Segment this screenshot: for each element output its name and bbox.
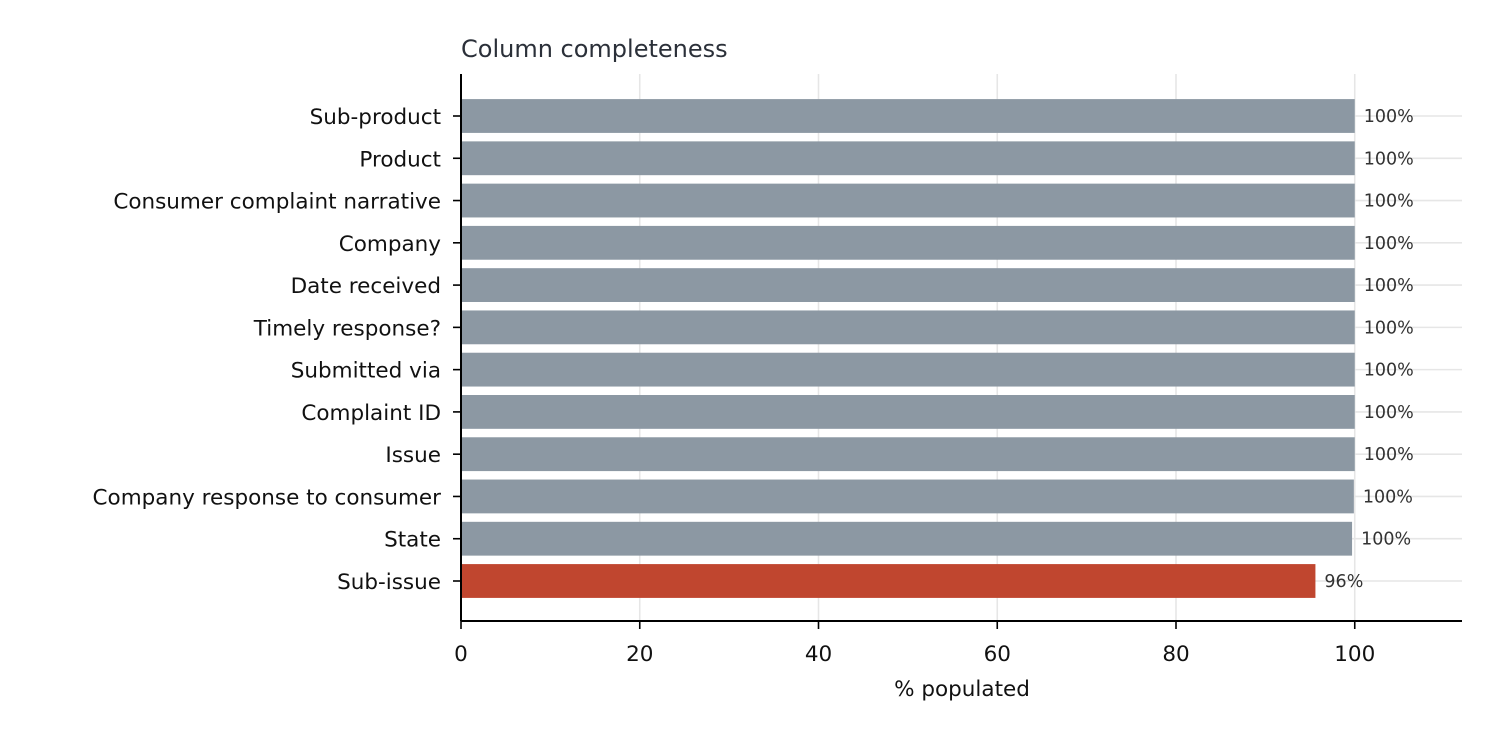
category-label: Date received: [291, 274, 441, 299]
bar: [461, 395, 1355, 429]
bar-data-label: 100%: [1364, 149, 1414, 169]
data-labels: 100% 100% 100% 100% 100% 100% 100% 100% 100% 100%…: [1324, 107, 1413, 592]
bars: [461, 99, 1355, 598]
category-label: Company: [339, 232, 442, 257]
bar: [461, 352, 1355, 387]
bar: [461, 564, 1316, 598]
bar-data-label: 100%: [1364, 361, 1414, 381]
bar-data-label: 100%: [1364, 107, 1414, 127]
bar: [461, 268, 1355, 302]
bar-data-label: 96%: [1324, 572, 1363, 592]
bar-data-label: 100%: [1364, 403, 1414, 423]
category-label: Consumer complaint narrative: [113, 190, 441, 215]
x-axis-label: % populated: [894, 677, 1030, 702]
bar: [461, 225, 1355, 260]
category-label: Sub-issue: [337, 570, 441, 595]
bar-data-label: 100%: [1361, 530, 1411, 550]
bar: [461, 99, 1355, 133]
category-label: Complaint ID: [301, 401, 441, 426]
category-label: State: [384, 528, 441, 553]
axes: [460, 74, 1462, 622]
bar: [461, 310, 1355, 345]
bar: [461, 437, 1355, 472]
x-tick-label: 60: [984, 642, 1011, 667]
x-tick-label: 80: [1162, 642, 1189, 667]
bar-data-label: 100%: [1364, 445, 1414, 465]
x-tick-label: 0: [454, 642, 468, 667]
bar-data-label: 100%: [1364, 318, 1414, 338]
x-tick-label: 20: [626, 642, 653, 667]
bar-data-label: 100%: [1364, 234, 1414, 254]
bar: [461, 141, 1355, 176]
x-ticks: 0 20 40 60 80 100: [453, 115, 1375, 667]
category-label: Company response to consumer: [93, 485, 442, 510]
bar-data-label: 100%: [1364, 276, 1414, 296]
bar-data-label: 100%: [1364, 192, 1414, 212]
x-tick-label: 100: [1334, 642, 1375, 667]
x-tick-label: 40: [805, 642, 832, 667]
bar: [461, 479, 1354, 514]
bar: [461, 521, 1353, 556]
bar: [461, 183, 1355, 218]
category-label: Sub-product: [310, 105, 441, 130]
category-label: Timely response?: [253, 316, 441, 341]
category-labels: Sub-product Product Consumer complaint nar…: [93, 105, 442, 595]
category-label: Submitted via: [291, 359, 441, 384]
category-label: Issue: [385, 443, 441, 468]
bar-data-label: 100%: [1363, 487, 1413, 507]
category-label: Product: [359, 147, 441, 172]
chart-title: Column completeness: [461, 35, 728, 63]
